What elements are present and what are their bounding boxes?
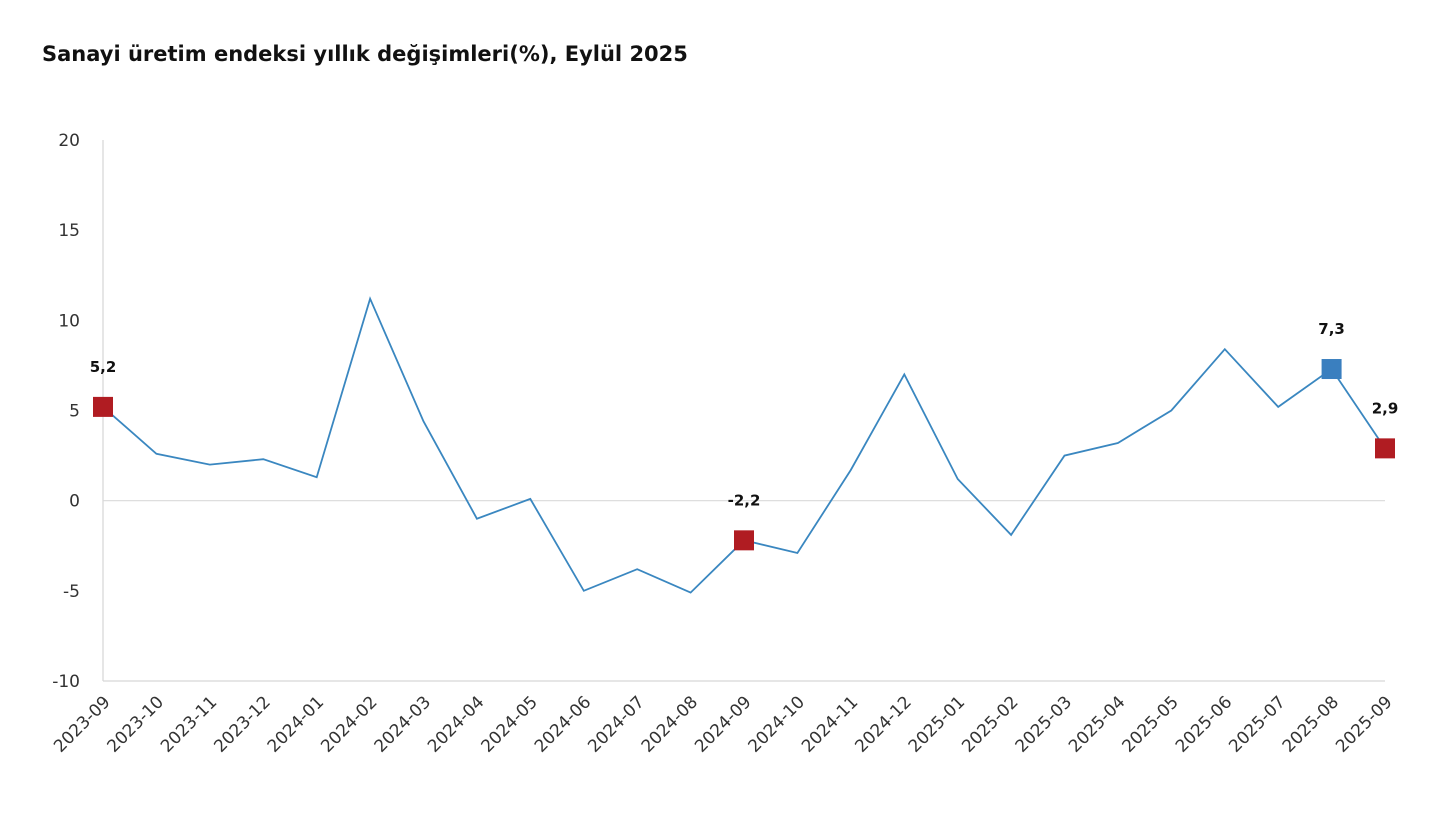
highlight-marker	[1375, 438, 1395, 459]
y-tick-label: -5	[63, 582, 80, 602]
x-tick-label: 2024-02	[317, 692, 381, 756]
y-axis-ticks: 20 15 10 5 0 -5 -10	[52, 131, 80, 692]
data-point	[422, 419, 426, 423]
y-tick-label: 10	[58, 311, 80, 331]
data-label: -2,2	[728, 491, 761, 509]
data-point	[1063, 454, 1067, 458]
x-tick-label: 2023-12	[210, 692, 274, 756]
data-point	[849, 468, 853, 472]
x-tick-label: 2023-11	[157, 692, 221, 756]
x-tick-label: 2025-01	[905, 692, 969, 756]
data-point	[368, 297, 372, 301]
data-point	[902, 372, 906, 376]
data-point	[261, 457, 265, 461]
highlight-marker	[93, 396, 113, 417]
y-tick-label: 15	[58, 221, 80, 241]
x-tick-label: 2024-07	[584, 692, 648, 756]
data-label: 7,3	[1318, 320, 1345, 338]
x-tick-label: 2025-07	[1225, 692, 1289, 756]
x-tick-label: 2025-02	[958, 692, 1022, 756]
data-point	[1223, 347, 1227, 351]
data-point	[154, 452, 158, 456]
data-point	[315, 475, 319, 479]
data-point	[475, 517, 479, 521]
data-point	[582, 589, 586, 593]
x-axis-ticks: 2023-092023-102023-112023-122024-012024-…	[50, 692, 1396, 756]
y-tick-label: 5	[69, 402, 80, 422]
axes	[102, 140, 1385, 682]
x-tick-label: 2023-10	[104, 692, 168, 756]
data-point	[689, 591, 693, 595]
data-point	[1116, 441, 1120, 445]
data-point	[1169, 409, 1173, 413]
x-tick-label: 2025-05	[1119, 692, 1183, 756]
x-tick-label: 2024-12	[851, 692, 915, 756]
x-tick-label: 2025-03	[1012, 692, 1076, 756]
x-tick-label: 2024-10	[745, 692, 809, 756]
highlight-marker	[734, 530, 754, 551]
data-point	[528, 497, 532, 501]
x-tick-label: 2024-08	[638, 692, 702, 756]
data-point	[1009, 533, 1013, 537]
y-tick-label: -10	[52, 672, 80, 692]
data-label: 2,9	[1372, 399, 1399, 417]
data-point	[635, 567, 639, 571]
x-tick-label: 2024-05	[478, 692, 542, 756]
x-tick-label: 2023-09	[50, 692, 114, 756]
x-tick-label: 2024-01	[264, 692, 328, 756]
data-point	[1276, 405, 1280, 409]
x-tick-label: 2025-09	[1332, 692, 1396, 756]
x-tick-label: 2024-11	[798, 692, 862, 756]
data-point	[956, 477, 960, 481]
x-tick-label: 2025-08	[1279, 692, 1343, 756]
data-point	[208, 463, 212, 467]
x-tick-label: 2024-06	[531, 692, 595, 756]
x-tick-label: 2024-04	[424, 692, 488, 756]
x-tick-label: 2025-04	[1065, 692, 1129, 756]
x-tick-label: 2024-09	[691, 692, 755, 756]
data-label: 5,2	[90, 358, 117, 376]
highlight-marker	[1321, 359, 1342, 380]
data-point	[795, 551, 799, 555]
x-tick-label: 2024-03	[371, 692, 435, 756]
y-tick-label: 0	[69, 492, 80, 512]
x-tick-label: 2025-06	[1172, 692, 1236, 756]
marker-group: 5,2 -2,2 7,3 2,9	[90, 320, 1399, 551]
chart-title: Sanayi üretim endeksi yıllık değişimleri…	[42, 42, 688, 66]
y-tick-label: 20	[58, 131, 80, 151]
